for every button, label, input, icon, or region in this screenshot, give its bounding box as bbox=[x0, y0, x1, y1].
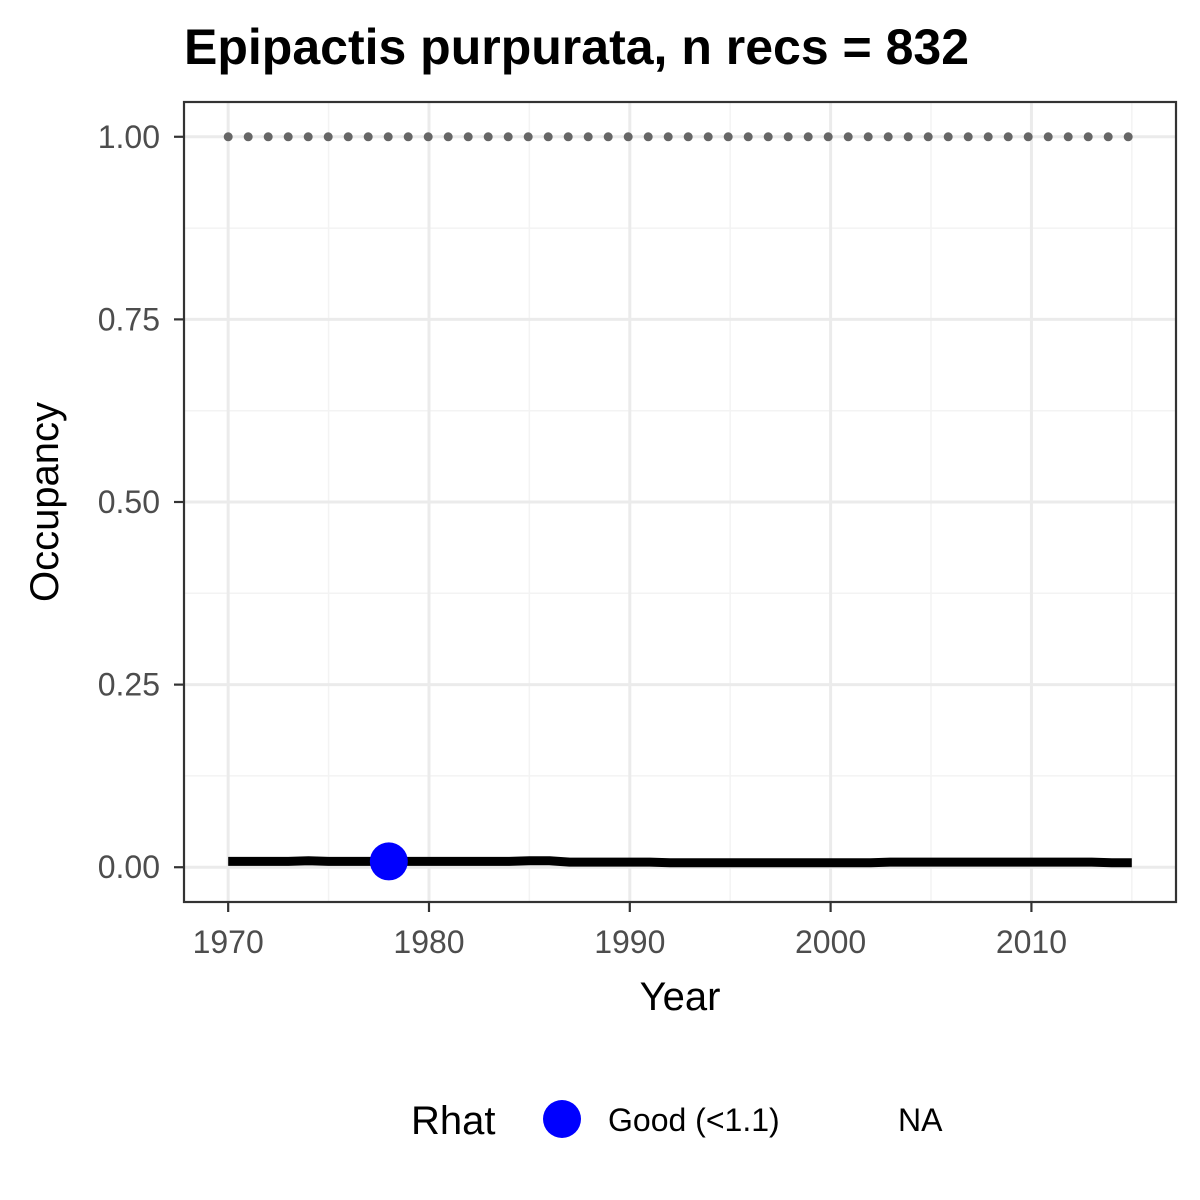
y-tick-label: 0.25 bbox=[98, 667, 160, 703]
legend-title: Rhat bbox=[411, 1099, 496, 1143]
plot-area: 1970 1980 1990 2000 2010 0.00 0.25 0.50 0.75 1.00 bbox=[98, 100, 1178, 960]
x-tick-label: 2010 bbox=[996, 924, 1067, 960]
legend: Rhat Good (<1.1) NA bbox=[411, 1099, 943, 1143]
x-tick-label: 1990 bbox=[594, 924, 665, 960]
y-axis-title: Occupancy bbox=[23, 402, 67, 602]
y-tick-label: 0.00 bbox=[98, 849, 160, 885]
data-point-rhat-good bbox=[369, 842, 408, 881]
x-tick-label: 2000 bbox=[795, 924, 866, 960]
x-axis-title: Year bbox=[640, 975, 721, 1019]
y-tick-label: 0.75 bbox=[98, 301, 160, 337]
chart-title: Epipactis purpurata, n recs = 832 bbox=[184, 19, 969, 75]
x-tick-label: 1980 bbox=[393, 924, 464, 960]
legend-label-na: NA bbox=[898, 1102, 943, 1138]
y-tick-label: 1.00 bbox=[98, 119, 160, 155]
series-line-occupancy bbox=[228, 856, 1132, 868]
x-tick-label: 1970 bbox=[193, 924, 264, 960]
legend-key-good bbox=[543, 1100, 581, 1138]
y-tick-label: 0.50 bbox=[98, 484, 160, 520]
legend-label-good: Good (<1.1) bbox=[608, 1102, 780, 1138]
